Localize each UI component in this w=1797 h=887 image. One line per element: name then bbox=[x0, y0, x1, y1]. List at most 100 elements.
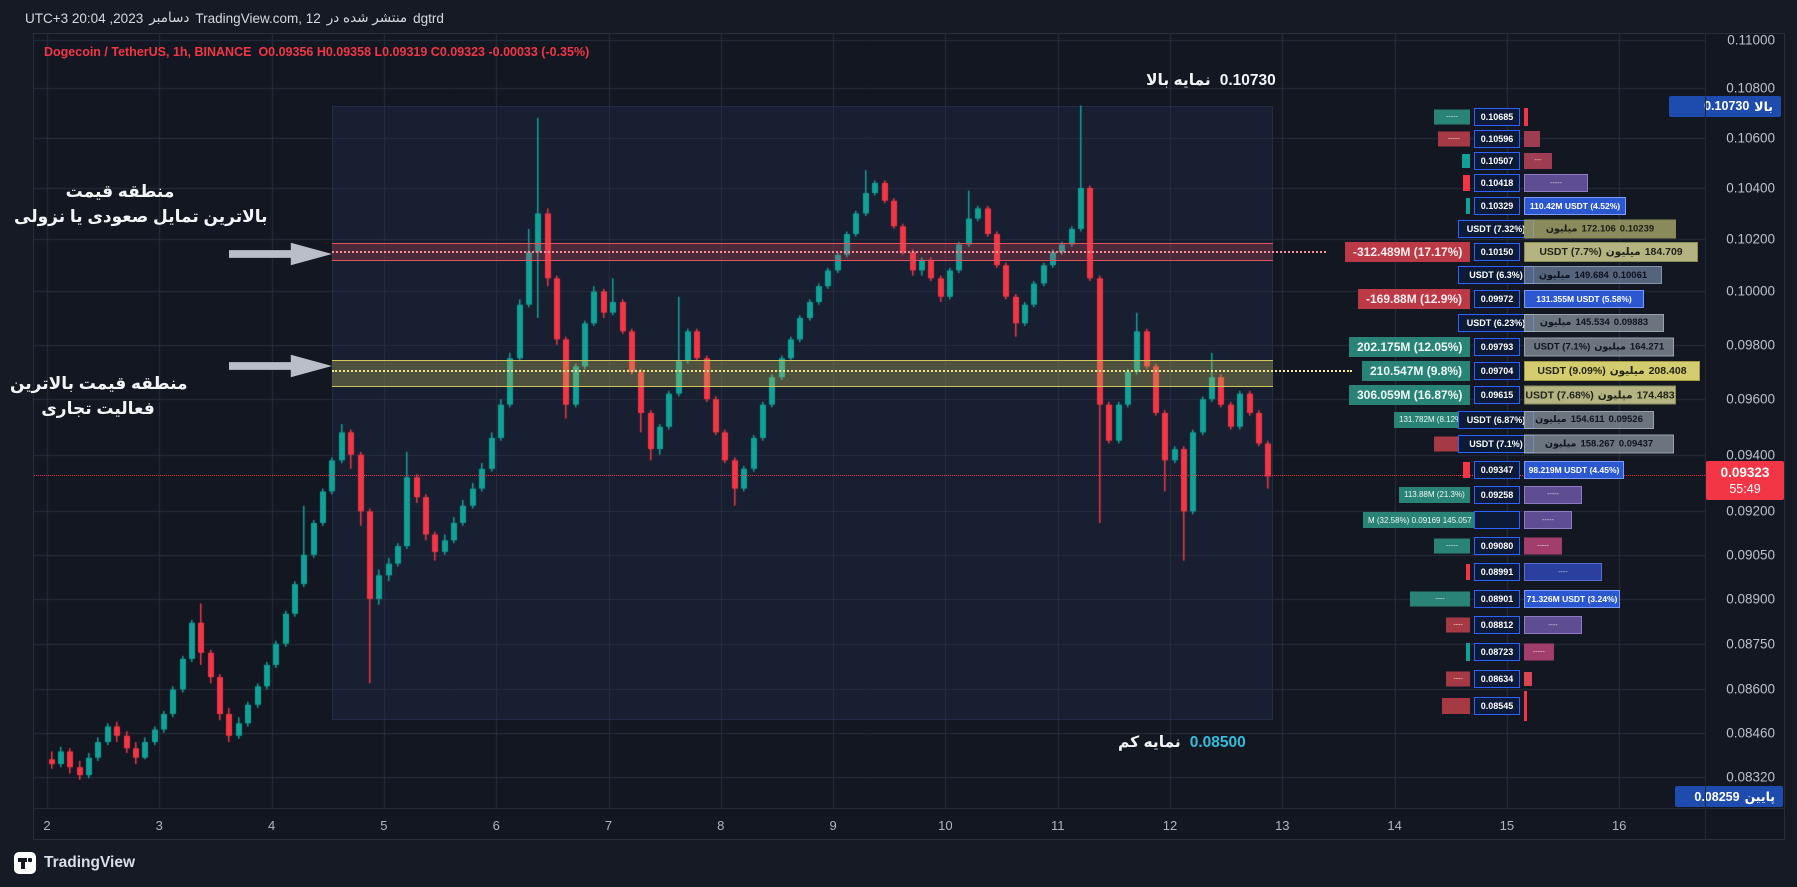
profile-right-label: ----- bbox=[1524, 511, 1572, 530]
value-area-dotted-line bbox=[332, 369, 1352, 372]
profile-right-label: میلیون 145.534 0.09883 bbox=[1524, 313, 1664, 332]
time-axis-label[interactable]: 2 bbox=[43, 818, 51, 833]
annotation-supply-zone[interactable]: منطقه قیمت بالاترین تمایل صعودی یا نزولی bbox=[14, 182, 268, 226]
profile-right-label: ----- bbox=[1524, 643, 1554, 661]
price-axis-label[interactable]: 0.10400 bbox=[1726, 180, 1775, 196]
symbol-title: Dogecoin / TetherUS, 1h, BINANCE bbox=[44, 45, 252, 59]
price-axis-label[interactable]: 0.10600 bbox=[1726, 130, 1775, 146]
profile-left-label bbox=[1466, 564, 1470, 581]
time-axis-label[interactable]: 13 bbox=[1275, 818, 1290, 833]
time-axis-label[interactable]: 3 bbox=[155, 818, 163, 833]
profile-left-label: 131.782M (8.12%) bbox=[1394, 411, 1470, 428]
profile-price-box: 0.10507 bbox=[1474, 151, 1520, 170]
last-price-dotted-line bbox=[34, 475, 1705, 477]
time-axis-label[interactable]: 15 bbox=[1499, 818, 1515, 833]
price-axis-label[interactable]: 0.09050 bbox=[1726, 547, 1775, 563]
profile-price-box: USDT (6.3%) bbox=[1458, 266, 1534, 285]
profile-left-label bbox=[1466, 198, 1470, 215]
text-part: پایین bbox=[1744, 790, 1775, 805]
price-axis-label[interactable]: 0.08320 bbox=[1726, 769, 1775, 785]
price-axis-label[interactable]: 0.09200 bbox=[1726, 503, 1775, 519]
profile-right-label: ----- bbox=[1524, 537, 1562, 555]
last-price-pill: 0.09323 55:49 bbox=[1706, 461, 1784, 501]
profile-right-label: ---- bbox=[1524, 616, 1582, 635]
profile-left-label bbox=[1466, 642, 1470, 661]
profile-left-label: -169.88M (12.9%) bbox=[1358, 288, 1471, 309]
profile-left-label: 306.059M (16.87%) bbox=[1349, 385, 1471, 406]
time-axis-label[interactable]: 12 bbox=[1162, 818, 1178, 833]
text-part: 0.08259 bbox=[1694, 789, 1740, 804]
profile-left-label: ---- bbox=[1410, 591, 1470, 607]
symbol-legend: Dogecoin / TetherUS, 1h, BINANCE O0.0935… bbox=[44, 45, 589, 59]
profile-right-label: میلیون 149.684 0.10061 bbox=[1524, 266, 1662, 285]
profile-price-box: USDT (6.23%) bbox=[1458, 313, 1534, 332]
price-axis-label[interactable]: 0.08900 bbox=[1726, 591, 1775, 607]
time-axis-label[interactable]: 14 bbox=[1387, 818, 1402, 833]
profile-price-box: 0.08545 bbox=[1474, 697, 1520, 716]
time-axis-label[interactable]: 5 bbox=[380, 818, 388, 833]
profile-right-label: 110.42M USDT (4.52%) bbox=[1524, 197, 1626, 216]
profile-right-label: میلیون 154.611 0.09526 bbox=[1524, 410, 1654, 429]
price-axis-label[interactable]: 0.08460 bbox=[1726, 725, 1775, 741]
text-part: منتشر شده در bbox=[326, 10, 408, 25]
time-axis-label[interactable]: 9 bbox=[829, 818, 837, 833]
ohlc-values: O0.09356 H0.09358 L0.09319 C0.09323 -0.0… bbox=[258, 45, 590, 59]
profile-right-label: میلیون 158.267 0.09437 bbox=[1524, 434, 1674, 454]
price-axis-label[interactable]: 0.10200 bbox=[1726, 231, 1775, 247]
time-axis-label[interactable]: 6 bbox=[492, 818, 500, 833]
price-axis-label[interactable]: 0.09600 bbox=[1726, 391, 1775, 407]
time-axis-label[interactable]: 8 bbox=[717, 818, 725, 833]
profile-price-box: 0.08723 bbox=[1474, 642, 1520, 661]
profile-price-box: 0.09793 bbox=[1474, 337, 1520, 356]
profile-right-label: --- bbox=[1524, 152, 1552, 169]
price-axis-label[interactable]: 0.10000 bbox=[1726, 283, 1775, 299]
text-part: dgtrd bbox=[413, 10, 444, 26]
profile-price-box: 0.10685 bbox=[1474, 107, 1520, 126]
profile-left-label: ----- bbox=[1434, 109, 1470, 125]
profile-left-label bbox=[1463, 175, 1470, 192]
annotation-value-zone[interactable]: منطقه قیمت بالاترین فعالیت تجاری bbox=[10, 374, 188, 418]
text-part: دسامبر bbox=[149, 10, 190, 25]
profile-left-label: ---- bbox=[1446, 671, 1470, 687]
price-axis-label[interactable]: 0.09800 bbox=[1726, 337, 1775, 353]
profile-right-label: ----- bbox=[1524, 485, 1582, 504]
time-axis-label[interactable]: 11 bbox=[1050, 818, 1065, 833]
profile-left-label: -312.489M (17.17%) bbox=[1345, 242, 1471, 263]
profile-left-label bbox=[1462, 153, 1470, 168]
profile-right-label: 98.219M USDT (4.45%) bbox=[1524, 460, 1624, 479]
time-axis-label[interactable]: 10 bbox=[938, 818, 953, 833]
text-part: UTC+3 20:04 ,2023 bbox=[25, 10, 144, 26]
time-axis-label[interactable]: 4 bbox=[267, 818, 276, 833]
profile-high-label: نمایه بالا 0.10730 bbox=[1146, 72, 1276, 89]
profile-right-label bbox=[1524, 671, 1532, 686]
profile-right-label: میلیون 172.106 0.10239 bbox=[1524, 219, 1676, 239]
profile-right-label: ---- bbox=[1524, 563, 1602, 582]
time-axis-label[interactable]: 7 bbox=[604, 818, 613, 833]
profile-price-box: 0.10329 bbox=[1474, 197, 1520, 216]
profile-price-box: 0.10418 bbox=[1474, 174, 1520, 193]
profile-left-label: M (32.58%) 0.09169 145.057 bbox=[1363, 512, 1477, 529]
price-axis-label[interactable]: 0.08750 bbox=[1726, 636, 1775, 652]
price-axis-label[interactable]: 0.11000 bbox=[1727, 32, 1775, 48]
time-axis-label[interactable]: 16 bbox=[1611, 818, 1627, 833]
profile-price-box: USDT (7.32%) bbox=[1458, 220, 1534, 239]
profile-left-label: 113.88M (21.3%) bbox=[1399, 486, 1470, 503]
price-axis-label[interactable]: 0.08600 bbox=[1726, 681, 1775, 697]
value-area-zone-band[interactable] bbox=[332, 359, 1274, 387]
profile-right-label: USDT (7.68%) میلیون 174.483 bbox=[1524, 385, 1676, 405]
profile-right-label: USDT (9.09%) میلیون 208.408 bbox=[1524, 360, 1700, 381]
axis-separator-horizontal bbox=[33, 808, 1785, 809]
profile-price-box: 0.10596 bbox=[1474, 129, 1520, 148]
tradingview-attribution[interactable]: TradingView bbox=[14, 852, 135, 874]
profile-right-label: USDT (7.7%) میلیون 184.709 bbox=[1524, 242, 1698, 263]
profile-price-box: 0.09080 bbox=[1474, 537, 1520, 556]
profile-left-label: 210.547M (9.8%) bbox=[1362, 360, 1471, 381]
profile-price-box: 0.08901 bbox=[1474, 589, 1520, 608]
price-axis-label[interactable]: 0.09400 bbox=[1726, 447, 1775, 463]
price-axis-label[interactable]: 0.10800 bbox=[1726, 80, 1775, 96]
profile-left-label: ---- bbox=[1446, 617, 1470, 633]
text-part: 0.10730 bbox=[1704, 99, 1750, 114]
profile-right-label: 131.355M USDT (5.58%) bbox=[1524, 289, 1644, 308]
profile-price-box bbox=[1474, 511, 1520, 530]
